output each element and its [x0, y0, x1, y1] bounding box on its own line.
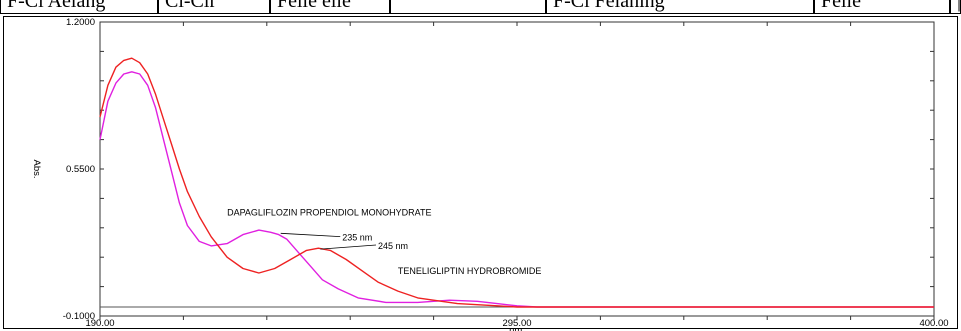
x-tick-label: 400.00	[919, 318, 948, 329]
top-cell	[390, 0, 546, 14]
peak-label: 235 nm	[342, 233, 372, 243]
compound-label: TENELIGLIPTIN HYDROBROMIDE	[398, 266, 542, 276]
top-cell: F-Cl Felahing	[546, 0, 814, 14]
top-cell-text: F-Cl Felahing	[553, 0, 665, 12]
top-cell: F-Cl Aelang	[0, 0, 158, 14]
x-tick-label: 295.00	[502, 318, 531, 329]
annotation-pointer	[320, 244, 377, 250]
y-tick-label: 0.5500	[66, 164, 95, 175]
annotation-pointer	[280, 232, 341, 238]
annotation-layer: DAPAGLIFLOZIN PROPENDIOL MONOHYDRATE 235 …	[227, 207, 541, 276]
y-tick-label: -0.1000	[63, 311, 95, 322]
top-cell: Felle elle	[270, 0, 390, 14]
top-cell: Cl-Clr	[158, 0, 270, 14]
y-tick-label: 1.2000	[66, 17, 95, 28]
series-layer	[99, 57, 934, 308]
compound-label: DAPAGLIFLOZIN PROPENDIOL MONOHYDRATE	[227, 207, 431, 217]
top-cell-text: |	[957, 0, 961, 12]
x-tick-label: 190.00	[85, 318, 114, 329]
chart-frame	[3, 16, 958, 329]
top-cell-text: Cl-Clr	[165, 0, 217, 12]
top-cell: Felle	[814, 0, 950, 14]
top-cell-text: Felle	[821, 0, 861, 12]
series-line-teneligliptin	[99, 57, 934, 308]
top-cell-text: F-Cl Aelang	[7, 0, 106, 12]
peak-label: 245 nm	[378, 241, 408, 251]
axes-layer: 190.00 295.00 400.00 1.2000 0.5500 -0.1000 nm.…	[31, 17, 949, 331]
y-axis-label: Abs.	[31, 159, 42, 178]
x-axis-label: nm.	[509, 325, 525, 331]
series-line-dapagliflozin	[99, 71, 934, 308]
top-cell-text: Felle elle	[277, 0, 351, 12]
top-table-strip: F-Cl Aelang Cl-Clr Felle elle F-Cl Felah…	[0, 0, 961, 16]
